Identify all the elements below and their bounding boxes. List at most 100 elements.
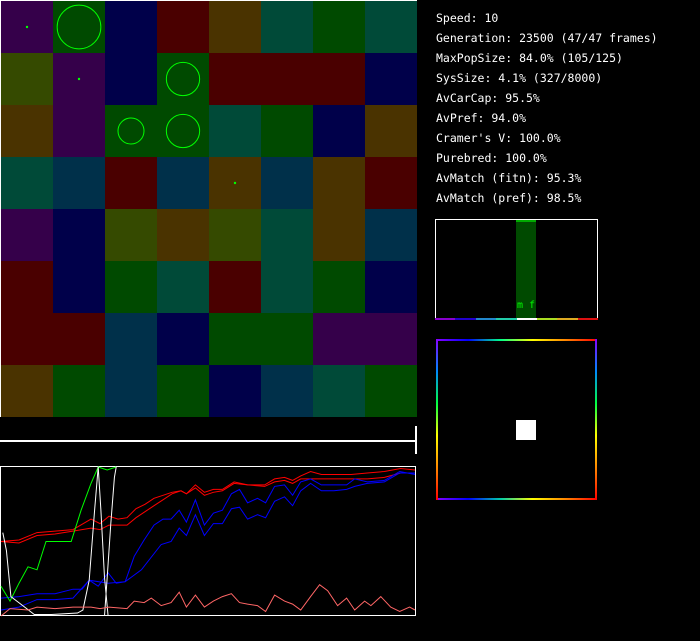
world-cell[interactable] <box>105 313 157 365</box>
population-marker <box>165 113 201 149</box>
world-cell[interactable] <box>1 209 53 261</box>
history-chart <box>0 466 417 617</box>
world-cell[interactable] <box>1 261 53 313</box>
world-cell[interactable] <box>1 105 53 157</box>
world-cell[interactable] <box>261 157 313 209</box>
world-cell[interactable] <box>105 1 157 53</box>
divider-line <box>0 440 416 442</box>
axis-segment <box>516 318 537 320</box>
world-cell[interactable] <box>365 313 417 365</box>
world-cell[interactable] <box>53 313 105 365</box>
world-cell[interactable] <box>157 157 209 209</box>
population-marker <box>77 77 81 81</box>
world-cell[interactable] <box>1 313 53 365</box>
sys-size-stat: SysSize: 4.1% (327/8000) <box>436 71 603 85</box>
world-cell[interactable] <box>261 1 313 53</box>
right-edge <box>595 339 597 500</box>
world-cell[interactable] <box>157 53 209 105</box>
axis-segment <box>496 318 517 320</box>
world-cell[interactable] <box>53 1 105 53</box>
world-cell[interactable] <box>209 1 261 53</box>
stats-panel: Speed: 10 Generation: 23500 (47/47 frame… <box>436 8 658 208</box>
world-cell[interactable] <box>365 1 417 53</box>
world-cell[interactable] <box>1 157 53 209</box>
left-edge <box>436 339 438 500</box>
axis-segment <box>435 318 456 320</box>
world-cell[interactable] <box>53 209 105 261</box>
world-cell[interactable] <box>313 365 365 417</box>
preference-bar <box>516 220 536 319</box>
world-cell[interactable] <box>105 365 157 417</box>
world-cell[interactable] <box>261 105 313 157</box>
series-line-3 <box>0 472 415 611</box>
world-cell[interactable] <box>157 105 209 157</box>
world-cell[interactable] <box>261 313 313 365</box>
world-cell[interactable] <box>209 209 261 261</box>
world-cell[interactable] <box>313 105 365 157</box>
population-marker <box>165 61 201 97</box>
world-cell[interactable] <box>105 157 157 209</box>
world-cell[interactable] <box>157 261 209 313</box>
color-space-plot <box>436 339 597 500</box>
chart-frame <box>0 466 416 616</box>
population-marker <box>56 4 102 50</box>
population-marker <box>25 25 29 29</box>
world-cell[interactable] <box>53 157 105 209</box>
world-cell[interactable] <box>53 261 105 313</box>
series-line-7 <box>0 584 416 617</box>
purebred-stat: Purebred: 100.0% <box>436 151 547 165</box>
divider-tick <box>415 426 417 454</box>
max-pop-size-stat: MaxPopSize: 84.0% (105/125) <box>436 51 623 65</box>
world-cell[interactable] <box>261 209 313 261</box>
av-match-pref-stat: AvMatch (pref): 98.5% <box>436 191 582 205</box>
world-cell[interactable] <box>157 1 209 53</box>
world-cell[interactable] <box>209 261 261 313</box>
axis-segment <box>557 318 578 320</box>
world-cell[interactable] <box>261 261 313 313</box>
world-cell[interactable] <box>313 1 365 53</box>
axis-segment <box>455 318 476 320</box>
bottom-edge <box>436 498 597 500</box>
generation-stat: Generation: 23500 (47/47 frames) <box>436 31 658 45</box>
preference-color-axis <box>435 318 598 320</box>
world-cell[interactable] <box>105 261 157 313</box>
population-marker <box>516 420 536 440</box>
world-grid[interactable] <box>0 0 417 417</box>
world-cell[interactable] <box>365 105 417 157</box>
world-cell[interactable] <box>313 53 365 105</box>
world-cell[interactable] <box>53 365 105 417</box>
preference-histogram: m f <box>435 219 598 319</box>
world-cell[interactable] <box>105 209 157 261</box>
world-cell[interactable] <box>365 261 417 313</box>
population-marker <box>117 117 145 145</box>
top-edge <box>436 339 597 341</box>
world-map[interactable] <box>0 0 417 417</box>
world-cell[interactable] <box>313 313 365 365</box>
av-pref-stat: AvPref: 94.0% <box>436 111 527 125</box>
world-cell[interactable] <box>365 157 417 209</box>
world-cell[interactable] <box>157 365 209 417</box>
world-cell[interactable] <box>209 365 261 417</box>
world-cell[interactable] <box>261 365 313 417</box>
series-line-4 <box>0 466 117 603</box>
world-cell[interactable] <box>209 105 261 157</box>
world-cell[interactable] <box>261 53 313 105</box>
sex-labels: m f <box>516 300 536 311</box>
world-cell[interactable] <box>157 209 209 261</box>
world-cell[interactable] <box>105 53 157 105</box>
world-cell[interactable] <box>313 209 365 261</box>
world-cell[interactable] <box>157 313 209 365</box>
world-cell[interactable] <box>313 157 365 209</box>
world-cell[interactable] <box>1 53 53 105</box>
world-cell[interactable] <box>313 261 365 313</box>
world-cell[interactable] <box>365 53 417 105</box>
axis-segment <box>536 318 558 320</box>
world-cell[interactable] <box>365 365 417 417</box>
world-cell[interactable] <box>105 105 157 157</box>
population-marker <box>233 181 237 185</box>
world-cell[interactable] <box>53 105 105 157</box>
world-cell[interactable] <box>209 313 261 365</box>
world-cell[interactable] <box>365 209 417 261</box>
world-cell[interactable] <box>209 53 261 105</box>
world-cell[interactable] <box>1 365 53 417</box>
